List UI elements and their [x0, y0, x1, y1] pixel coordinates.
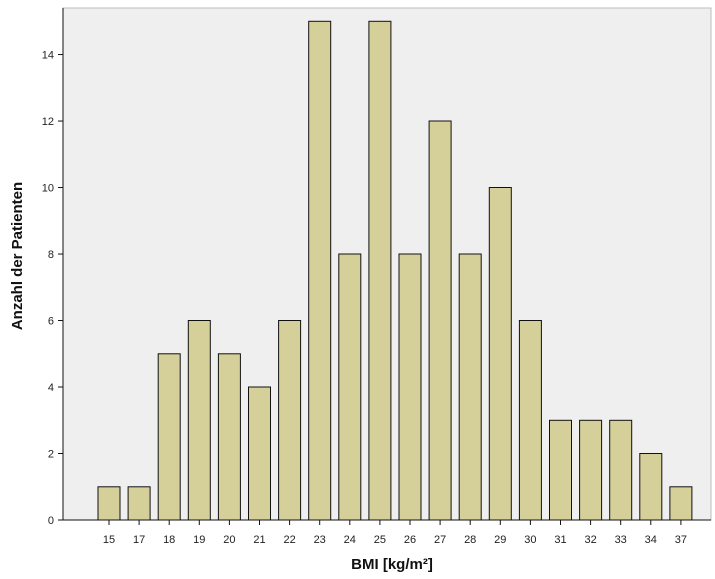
- y-axis-title: Anzahl der Patienten: [9, 182, 26, 330]
- bar-29: [488, 187, 512, 521]
- bar-21: [248, 386, 271, 521]
- bar-34: [639, 453, 663, 521]
- bar-15: [97, 486, 121, 521]
- y-tick-label: 0: [48, 515, 54, 527]
- y-tick-label: 2: [48, 449, 54, 461]
- x-tick-label: 26: [404, 534, 416, 546]
- bar-33: [609, 419, 633, 521]
- y-tick-label: 6: [48, 316, 54, 328]
- bar-26: [398, 253, 422, 521]
- bar-23: [308, 20, 332, 521]
- bar-30: [518, 320, 542, 521]
- x-tick-label: 30: [524, 534, 536, 546]
- x-tick-label: 15: [103, 534, 115, 546]
- x-tick-label: 23: [314, 534, 326, 546]
- x-tick-label: 20: [223, 534, 235, 546]
- x-tick-label: 28: [464, 534, 476, 546]
- y-tick-label: 12: [42, 116, 54, 128]
- x-tick-label: 29: [494, 534, 506, 546]
- y-tick-label: 4: [48, 382, 54, 394]
- bar-19: [187, 320, 211, 521]
- x-tick-label: 18: [163, 534, 175, 546]
- y-axis-ticks: 0 2 4 6 8 10 12 14: [42, 50, 63, 527]
- x-tick-label: 19: [193, 534, 205, 546]
- bar-20: [217, 353, 241, 521]
- y-tick-label: 10: [42, 183, 54, 195]
- bar-32: [579, 419, 603, 521]
- x-tick-label: 31: [554, 534, 566, 546]
- bar-27: [428, 120, 452, 521]
- x-tick-label: 27: [434, 534, 446, 546]
- bar-22: [278, 320, 302, 521]
- y-tick-label: 8: [48, 249, 54, 261]
- bars-group: [97, 20, 693, 521]
- x-tick-label: 24: [344, 534, 356, 546]
- bar-25: [368, 20, 392, 521]
- x-tick-label: 37: [675, 534, 687, 546]
- bar-24: [338, 253, 362, 521]
- x-tick-label: 22: [283, 534, 295, 546]
- y-tick-label: 14: [42, 50, 54, 62]
- x-tick-label: 25: [374, 534, 386, 546]
- x-axis-title: BMI [kg/m²]: [351, 556, 433, 573]
- x-tick-label: 33: [615, 534, 627, 546]
- x-tick-label: 17: [133, 534, 145, 546]
- bar-37: [669, 486, 693, 521]
- x-axis-ticks: 15 17 18 19 20 21 22 23 24 25 26 27 28 29 30 31 32 33 34 37: [103, 520, 687, 546]
- bar-28: [458, 253, 482, 521]
- x-tick-label: 32: [584, 534, 596, 546]
- bar-31: [549, 419, 572, 521]
- x-tick-label: 21: [253, 534, 265, 546]
- x-tick-label: 34: [645, 534, 657, 546]
- bar-17: [127, 486, 151, 521]
- bar-18: [157, 353, 181, 521]
